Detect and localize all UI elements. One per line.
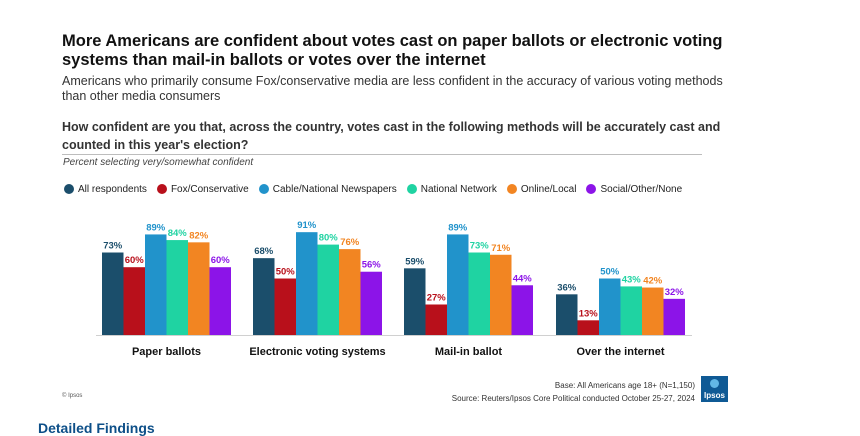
logo-text: Ipsos [704, 391, 725, 400]
data-label: 50% [600, 267, 620, 278]
chart-legend: All respondents Fox/Conservative Cable/Nat… [64, 182, 692, 196]
copyright-text: © Ipsos [62, 393, 83, 399]
bar [490, 254, 512, 335]
data-label: 50% [276, 267, 296, 278]
bar [447, 234, 469, 335]
bar [145, 234, 167, 335]
data-label: 76% [340, 237, 360, 248]
bar [404, 268, 426, 335]
legend-swatch [406, 184, 417, 194]
data-label: 36% [557, 282, 577, 293]
data-label: 82% [189, 230, 209, 241]
data-label: 71% [491, 243, 511, 254]
bar [468, 252, 490, 335]
legend-item: Fox/Conservative [156, 183, 249, 195]
legend-item: National Network [406, 183, 497, 195]
divider [62, 154, 702, 155]
legend-item: Online/Local [506, 183, 577, 195]
data-label: 89% [448, 222, 468, 233]
category-label: Paper ballots [132, 346, 201, 358]
legend-swatch [64, 184, 74, 194]
data-label: 60% [125, 255, 145, 266]
chart-note: Percent selecting very/somewhat confiden… [63, 157, 254, 168]
bar [274, 278, 296, 335]
bar [663, 298, 685, 335]
next-section-heading: Detailed Findings [38, 420, 155, 436]
legend-label: Online/Local [520, 183, 577, 195]
category-label: Over the internet [576, 346, 664, 358]
bar [188, 242, 210, 335]
ipsos-logo: Ipsos [701, 376, 728, 402]
bar [577, 320, 599, 335]
data-label: 13% [579, 308, 599, 319]
data-label: 89% [146, 222, 166, 233]
legend-swatch [506, 184, 517, 194]
data-label: 68% [254, 246, 274, 257]
legend-item: Social/Other/None [586, 184, 682, 195]
chart-subtitle: Americans who primarily consume Fox/cons… [62, 74, 723, 103]
base-text: Base: All Americans age 18+ (N=1,150) [554, 381, 695, 390]
category-label: Mail-in ballot [435, 346, 503, 358]
category-label: Electronic voting systems [249, 346, 385, 358]
data-label: 84% [168, 228, 188, 239]
bar [599, 278, 621, 335]
legend-swatch [258, 184, 269, 194]
bar [253, 258, 275, 335]
data-label: 43% [622, 274, 642, 285]
bar [360, 271, 382, 335]
bar [296, 232, 318, 335]
data-label: 44% [513, 273, 533, 284]
legend-item: Cable/National Newspapers [258, 183, 397, 195]
legend-item: All respondents [64, 184, 147, 195]
bar [511, 285, 533, 335]
bar [425, 304, 447, 335]
bar [556, 294, 578, 335]
data-label: 59% [405, 256, 425, 267]
legend-swatch [586, 184, 597, 194]
legend-label: Cable/National Newspapers [272, 183, 397, 195]
data-label: 73% [103, 241, 123, 252]
bar [339, 249, 361, 335]
data-label: 80% [319, 233, 339, 244]
data-label: 56% [362, 260, 382, 271]
bar-chart: 73%60%89%84% 82%60%Paper ballots68%50%91%… [96, 220, 692, 358]
bar [642, 287, 664, 335]
survey-question: How confident are you that, across the c… [62, 120, 721, 152]
bar [102, 252, 124, 335]
logo-mark-icon [710, 379, 719, 388]
bar [123, 267, 145, 335]
bar [209, 267, 231, 335]
bar [166, 240, 188, 335]
data-label: 32% [665, 287, 685, 298]
legend-swatch [156, 184, 167, 194]
chart-title: More Americans are confident about votes… [62, 32, 723, 69]
legend-label: All respondents [78, 183, 147, 195]
data-label: 91% [297, 220, 317, 231]
bar [317, 244, 339, 335]
legend-label: National Network [420, 183, 497, 195]
legend-label: Social/Other/None [600, 183, 683, 195]
data-label: 60% [211, 255, 231, 266]
data-label: 27% [427, 292, 447, 303]
source-text: Source: Reuters/Ipsos Core Political con… [451, 394, 695, 403]
bar [620, 286, 642, 335]
data-label: 42% [643, 276, 663, 287]
data-label: 73% [470, 241, 490, 252]
legend-label: Fox/Conservative [170, 183, 249, 195]
